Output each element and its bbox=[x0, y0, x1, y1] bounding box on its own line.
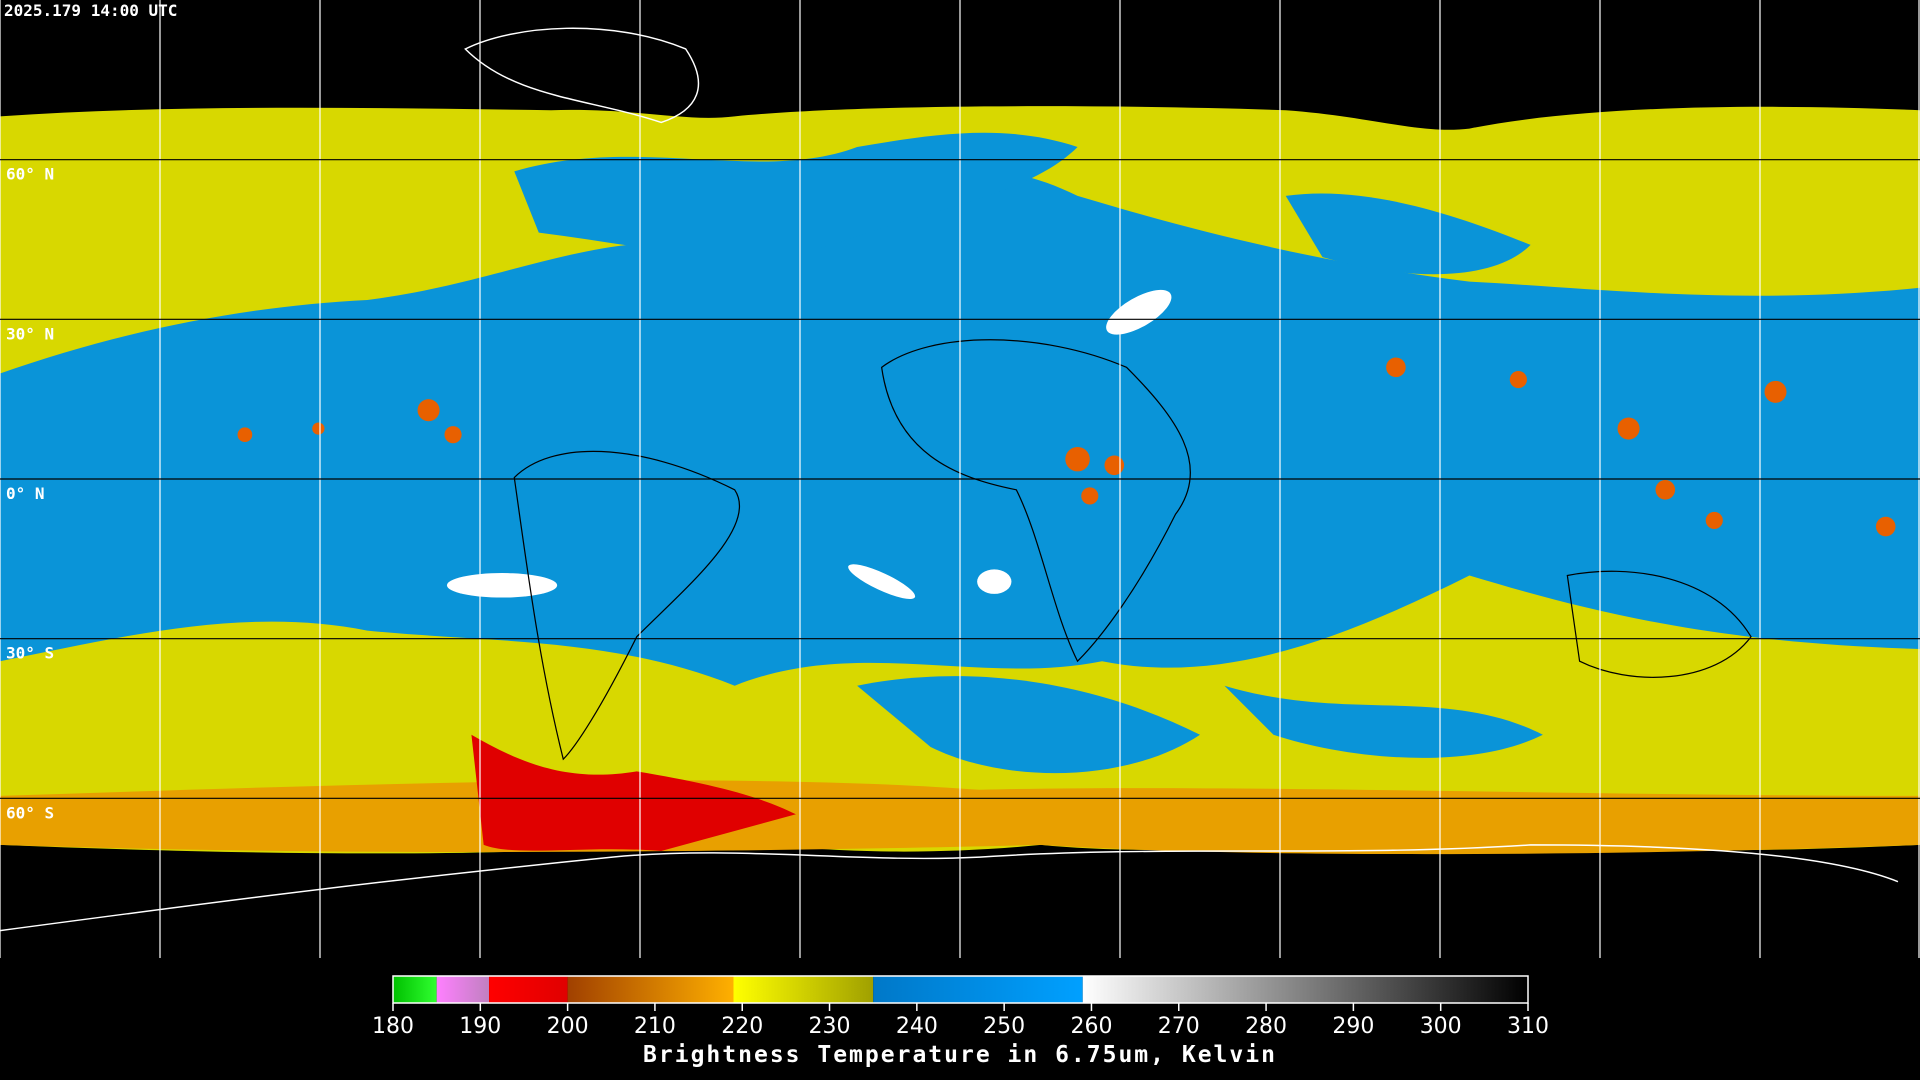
very-cold-region bbox=[471, 734, 796, 852]
timestamp: 2025.179 14:00 UTC bbox=[4, 1, 177, 20]
latitude-label: 60° S bbox=[6, 803, 54, 822]
latitude-label: 30° S bbox=[6, 644, 54, 663]
colorbar-tick-label: 280 bbox=[1245, 1014, 1287, 1039]
colorbar-segment bbox=[567, 976, 734, 1003]
greenland-coastline bbox=[464, 27, 700, 124]
colorbar-tick-label: 200 bbox=[547, 1014, 589, 1039]
colorbar-tick-label: 180 bbox=[372, 1014, 414, 1039]
moist-region-indian-ocean bbox=[1224, 685, 1543, 758]
colorbar-segment bbox=[873, 976, 1083, 1003]
colorbar-tick-label: 220 bbox=[721, 1014, 763, 1039]
moist-region-south-atlantic bbox=[857, 676, 1201, 774]
colorbar-tick-label: 210 bbox=[634, 1014, 676, 1039]
colorbar-tick-label: 230 bbox=[809, 1014, 851, 1039]
latitude-labels: 60° N 30° N 0° N 30° S 60° S bbox=[6, 165, 54, 823]
moist-region-asia bbox=[1285, 193, 1531, 275]
graticule bbox=[0, 0, 1920, 958]
colorbar-segment bbox=[733, 976, 874, 1003]
colorbar-segment bbox=[436, 976, 490, 1003]
colorbar-segment bbox=[1082, 976, 1528, 1003]
colorbar-tick-label: 240 bbox=[896, 1014, 938, 1039]
colorbar: 180 190 200 210 220 230 240 250 260 270 280 290 300 3… bbox=[372, 975, 1549, 1039]
colorbar-tick-label: 310 bbox=[1507, 1014, 1549, 1039]
convection-spots bbox=[237, 357, 1896, 537]
very-dry-patches bbox=[446, 289, 1172, 599]
latitude-label: 60° N bbox=[6, 165, 54, 184]
antarctica-coastline bbox=[0, 844, 1899, 932]
colorbar-tick-label: 260 bbox=[1070, 1014, 1112, 1039]
colorbar-title: Brightness Temperature in 6.75um, Kelvin bbox=[643, 1042, 1277, 1068]
moist-region-north-atlantic bbox=[514, 132, 1078, 256]
colorbar-tick-label: 250 bbox=[983, 1014, 1025, 1039]
colorbar-frame bbox=[392, 975, 1529, 1004]
colorbar-tick-label: 190 bbox=[459, 1014, 501, 1039]
latitude-label: 30° N bbox=[6, 324, 54, 343]
colorbar-tick-label: 270 bbox=[1158, 1014, 1200, 1039]
continent-outlines bbox=[513, 339, 1752, 761]
colorbar-segment bbox=[393, 976, 437, 1003]
colorbar-tick-label: 300 bbox=[1420, 1014, 1462, 1039]
colorbar-tick-label: 290 bbox=[1332, 1014, 1374, 1039]
colorbar-segment bbox=[489, 976, 568, 1003]
latitude-label: 0° N bbox=[6, 484, 45, 503]
